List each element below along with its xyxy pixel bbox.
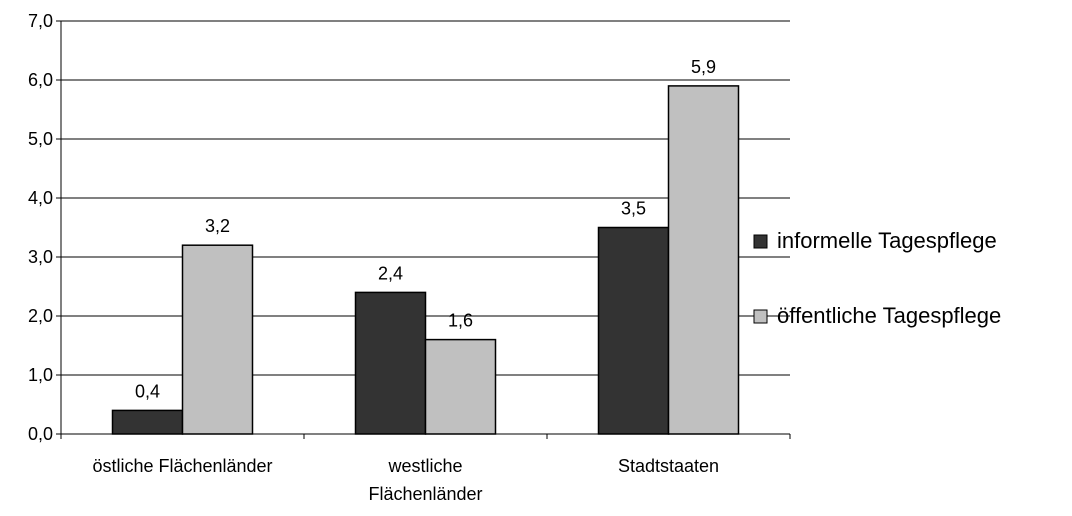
data-label: 3,5	[621, 199, 646, 219]
bar-informelle-2	[597, 226, 670, 435]
bar-informelle-1	[354, 291, 427, 435]
data-label: 5,9	[691, 57, 716, 77]
y-tick-label: 0,0	[28, 424, 53, 444]
bar-oeffentliche-1	[424, 338, 497, 435]
x-tick-label: westliche	[387, 456, 462, 476]
x-tick-label: Stadtstaaten	[618, 456, 719, 476]
bar-informelle-0	[111, 409, 184, 435]
legend-label: öffentliche Tagespflege	[777, 303, 1001, 328]
data-label: 3,2	[205, 216, 230, 236]
data-label: 0,4	[135, 381, 160, 401]
legend-swatch	[753, 234, 768, 249]
legend-label: informelle Tagespflege	[777, 228, 997, 253]
y-tick-label: 4,0	[28, 188, 53, 208]
y-tick-label: 3,0	[28, 247, 53, 267]
x-tick-label: östliche Flächenländer	[92, 456, 272, 476]
y-tick-label: 6,0	[28, 70, 53, 90]
y-tick-label: 5,0	[28, 129, 53, 149]
y-tick-label: 7,0	[28, 11, 53, 31]
bar-oeffentliche-2	[667, 85, 740, 435]
x-tick-label: Flächenländer	[368, 484, 482, 504]
y-tick-label: 1,0	[28, 365, 53, 385]
legend-swatch	[753, 309, 768, 324]
data-label: 2,4	[378, 263, 403, 283]
data-label: 1,6	[448, 311, 473, 331]
y-tick-label: 2,0	[28, 306, 53, 326]
bar-oeffentliche-0	[181, 244, 254, 435]
